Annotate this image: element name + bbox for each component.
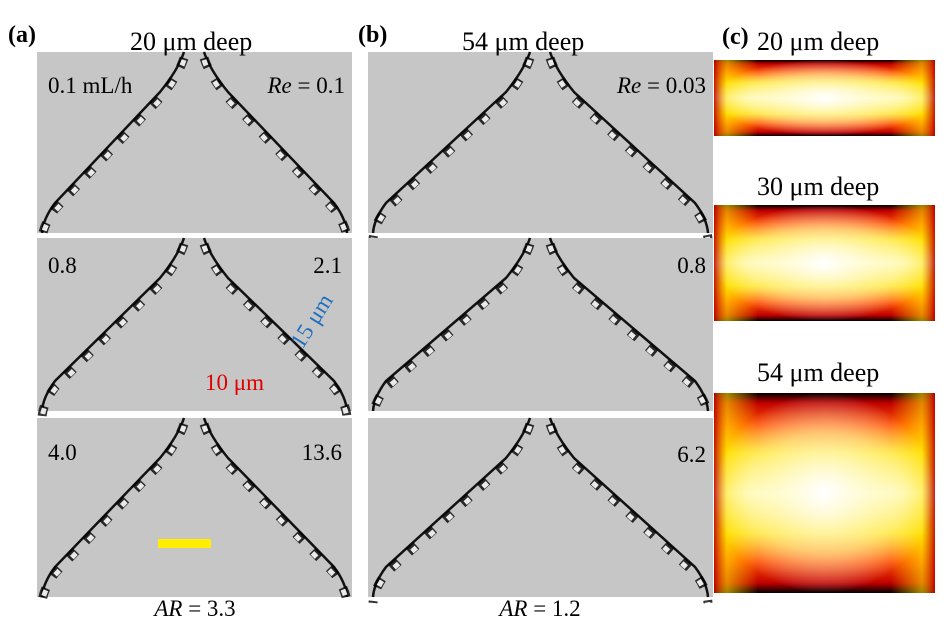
panel-label: (c) — [722, 24, 749, 50]
symbol: Re — [616, 73, 641, 98]
symbol: AR — [152, 596, 182, 621]
reynolds: Re = 0.03 — [616, 73, 706, 98]
velocity-profile — [714, 205, 935, 321]
value: = 0.1 — [292, 73, 345, 98]
annotation: 10 μm — [205, 370, 264, 395]
scale-bar — [158, 539, 211, 548]
value: = 0.03 — [641, 73, 706, 98]
value: = 3.3 — [182, 596, 235, 621]
micrograph — [368, 418, 713, 597]
aspect-ratio: AR = 1.2 — [497, 596, 580, 621]
profile-title: 20 μm deep — [757, 27, 879, 56]
panel-title: 54 μm deep — [462, 27, 584, 56]
row-label: 4.0 — [48, 440, 77, 465]
velocity-profile — [714, 60, 935, 136]
figure: (a) 20 μm deep 0.1 mL/h Re = 0.1 0.8 2.1… — [0, 0, 949, 624]
row-label: 2.1 — [313, 253, 342, 278]
symbol: Re — [267, 73, 292, 98]
value: = 1.2 — [527, 596, 580, 621]
symbol: AR — [497, 596, 527, 621]
micrographs — [37, 52, 713, 605]
row-label: 0.8 — [48, 253, 77, 278]
velocity-profile — [714, 393, 935, 593]
panel-label: (a) — [8, 22, 36, 48]
row-label: 6.2 — [677, 442, 706, 467]
profile-title: 30 μm deep — [757, 172, 879, 201]
row-label: 13.6 — [302, 440, 342, 465]
profile-title: 54 μm deep — [757, 358, 879, 387]
panel-title: 20 μm deep — [130, 27, 252, 56]
row-label: 0.8 — [677, 253, 706, 278]
micrograph — [368, 238, 713, 411]
panel-label: (b) — [358, 22, 387, 48]
flow-rate: 0.1 mL/h — [48, 73, 133, 98]
reynolds: Re = 0.1 — [267, 73, 346, 98]
aspect-ratio: AR = 3.3 — [152, 596, 235, 621]
